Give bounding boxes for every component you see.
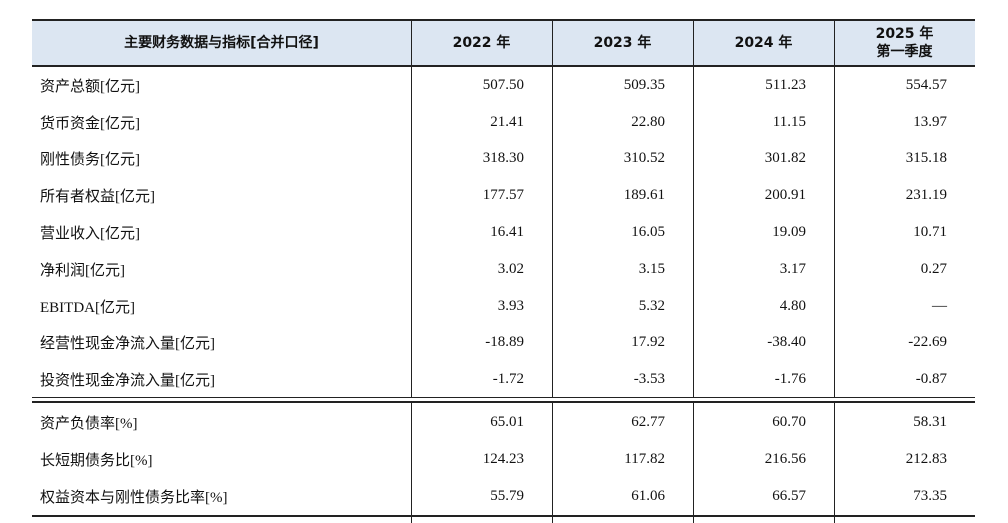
row-label: 营业收入[亿元] — [40, 226, 140, 243]
cell-value: 212.83 — [905, 450, 947, 467]
rule — [411, 20, 412, 65]
cell-value: 554.57 — [905, 76, 947, 93]
rule — [32, 65, 975, 67]
cell-value: 13.97 — [913, 113, 947, 130]
row-label: 投资性现金净流入量[亿元] — [40, 373, 215, 390]
cell-value: 61.06 — [631, 487, 665, 504]
cell-value: 16.41 — [490, 224, 524, 241]
cell-value: 200.91 — [764, 187, 806, 204]
cell-value: -18.89 — [485, 334, 524, 351]
row-label: 货币资金[亿元] — [40, 115, 140, 132]
rule — [693, 514, 694, 523]
rule — [834, 20, 835, 65]
rule — [32, 397, 975, 399]
cell-value: 3.15 — [638, 260, 665, 277]
cell-value: 62.77 — [631, 414, 665, 431]
cell-value: 60.70 — [772, 414, 806, 431]
cell-value: 4.80 — [779, 297, 806, 314]
cell-value: 511.23 — [765, 76, 806, 93]
header-text: 2025 年 — [875, 25, 934, 42]
header-cell: 2024 年 — [693, 20, 834, 65]
rule — [834, 514, 835, 523]
rule — [32, 19, 975, 21]
row-label: 资产负债率[%] — [40, 416, 138, 433]
cell-value: 55.79 — [490, 487, 524, 504]
cell-value: -1.76 — [774, 371, 806, 388]
rule — [411, 402, 412, 515]
cell-value: 5.32 — [638, 297, 665, 314]
rule — [552, 402, 553, 515]
cell-value: -3.53 — [633, 371, 665, 388]
cell-value: 318.30 — [482, 150, 524, 167]
header-cell: 主要财务数据与指标[合并口径] — [32, 20, 411, 65]
header-text: 第一季度 — [876, 43, 933, 60]
cell-value: 231.19 — [905, 187, 947, 204]
cell-value: 117.82 — [624, 450, 665, 467]
cell-value: -1.72 — [492, 371, 524, 388]
cell-value: 177.57 — [482, 187, 524, 204]
cell-value: 310.52 — [623, 150, 665, 167]
cell-value: -0.87 — [915, 371, 947, 388]
rule — [411, 65, 412, 399]
cell-value: 73.35 — [913, 487, 947, 504]
header-cell: 2025 年第一季度 — [834, 20, 975, 65]
cell-value: 65.01 — [490, 414, 524, 431]
rule — [552, 20, 553, 65]
rule — [32, 401, 975, 404]
cell-value: -38.40 — [767, 334, 806, 351]
rule — [834, 65, 835, 399]
rule — [834, 402, 835, 515]
cell-value: 3.93 — [497, 297, 524, 314]
cell-value: 3.17 — [779, 260, 806, 277]
cell-value: 315.18 — [905, 150, 947, 167]
rule — [693, 20, 694, 65]
cell-value: 21.41 — [490, 113, 524, 130]
cell-value: 0.27 — [920, 260, 947, 277]
cell-value: 509.35 — [623, 76, 665, 93]
row-label: 经营性现金净流入量[亿元] — [40, 336, 215, 353]
row-label: 长短期债务比[%] — [40, 452, 153, 469]
cell-value: 16.05 — [631, 224, 665, 241]
rule — [552, 514, 553, 523]
rule — [552, 65, 553, 399]
cell-value: 3.02 — [497, 260, 524, 277]
header-cell: 2023 年 — [552, 20, 693, 65]
cell-value: 22.80 — [631, 113, 665, 130]
header-cell: 2022 年 — [411, 20, 552, 65]
row-label: 资产总额[亿元] — [40, 78, 140, 95]
cell-value: 11.15 — [772, 113, 806, 130]
cell-value: 19.09 — [772, 224, 806, 241]
rule — [411, 514, 412, 523]
row-label: EBITDA[亿元] — [40, 299, 135, 316]
row-label: 刚性债务[亿元] — [40, 152, 140, 169]
cell-value: 17.92 — [631, 334, 665, 351]
cell-value: 507.50 — [482, 76, 524, 93]
rule — [693, 65, 694, 399]
cell-value: 216.56 — [764, 450, 806, 467]
cell-value: — — [932, 297, 947, 314]
cell-value: 66.57 — [772, 487, 806, 504]
rule — [32, 514, 975, 517]
rule — [693, 402, 694, 515]
row-label: 净利润[亿元] — [40, 262, 125, 279]
row-label: 所有者权益[亿元] — [40, 189, 155, 206]
cell-value: 301.82 — [764, 150, 806, 167]
row-label: 权益资本与刚性债务比率[%] — [40, 489, 228, 506]
cell-value: -22.69 — [908, 334, 947, 351]
cell-value: 10.71 — [913, 224, 947, 241]
cell-value: 124.23 — [482, 450, 524, 467]
cell-value: 58.31 — [913, 414, 947, 431]
cell-value: 189.61 — [623, 187, 665, 204]
